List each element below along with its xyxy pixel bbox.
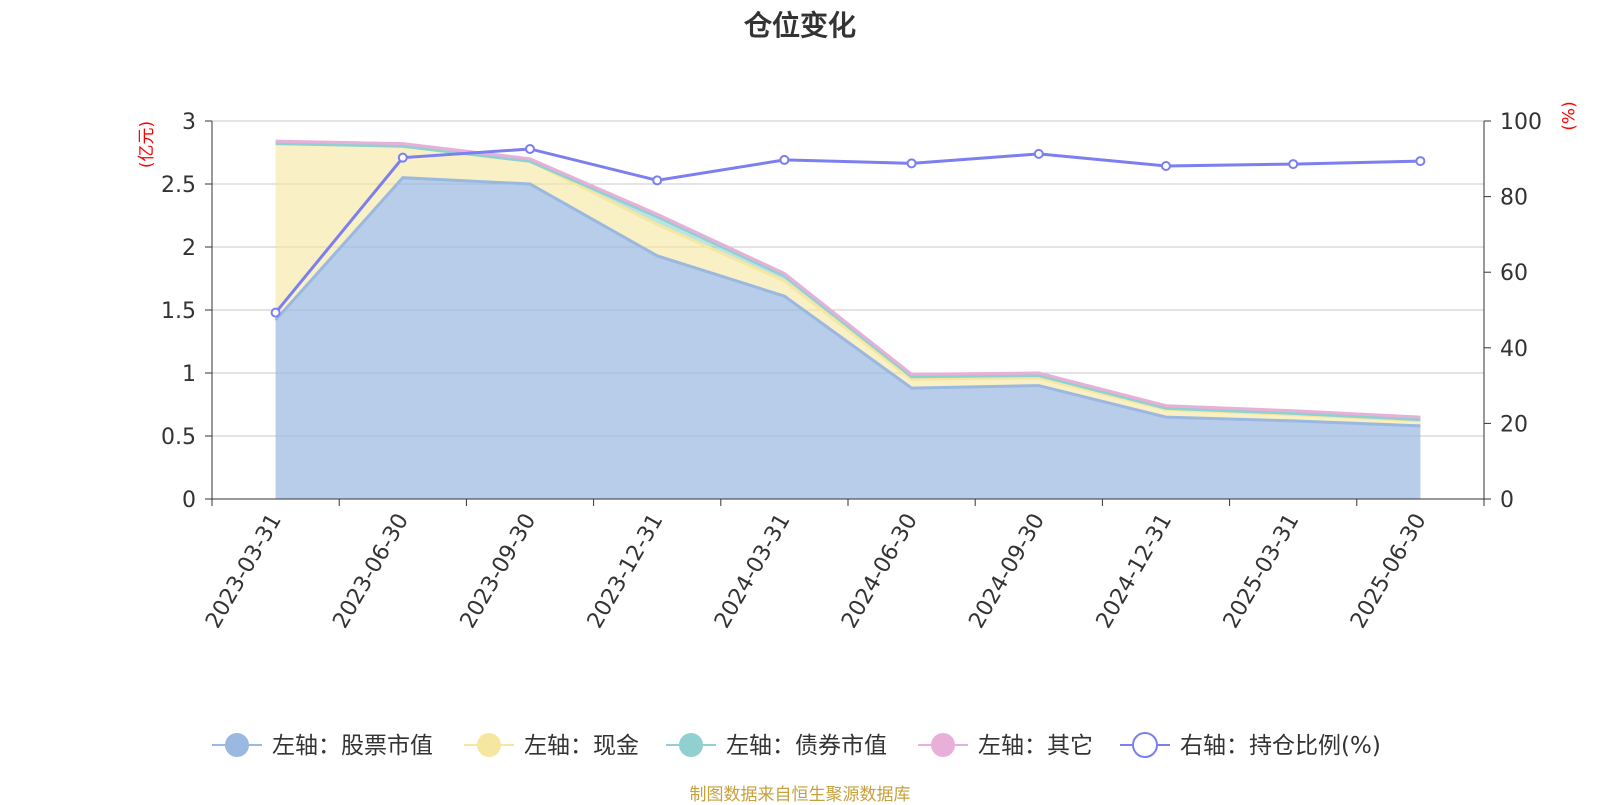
legend-marker <box>477 733 501 757</box>
ratio-point <box>906 158 917 169</box>
x-tick-label: 2024-06-30 <box>837 510 923 633</box>
ratio-point <box>779 154 790 165</box>
right-tick-label: 0 <box>1500 488 1514 513</box>
ratio-point <box>1161 160 1171 171</box>
legend-item: 左轴：现金 <box>464 733 639 759</box>
ratio-point <box>1033 148 1044 159</box>
x-tick-label: 2023-06-30 <box>328 510 414 633</box>
x-tick-label: 2024-12-31 <box>1092 510 1178 633</box>
ratio-point <box>1415 156 1426 167</box>
right-tick-label: 20 <box>1500 412 1528 437</box>
right-tick-label: 60 <box>1500 261 1528 286</box>
line-ratio <box>274 147 1421 314</box>
area-stock <box>275 177 1421 499</box>
legend-marker <box>225 733 249 757</box>
right-tick-label: 80 <box>1500 186 1528 211</box>
left-tick-label: 0.5 <box>161 425 196 450</box>
legend-label: 左轴：其它 <box>978 733 1093 759</box>
legend-label: 左轴：股票市值 <box>272 733 433 759</box>
legend-label: 右轴：持仓比例(%) <box>1180 733 1381 759</box>
line-stock <box>274 176 1421 428</box>
x-tick-label: 2023-03-31 <box>201 510 287 633</box>
ratio-point <box>652 175 663 186</box>
ratio-point <box>1288 159 1299 170</box>
left-tick-label: 2.5 <box>161 173 196 198</box>
right-tick-label: 100 <box>1500 110 1542 135</box>
left-tick-label: 3 <box>182 110 196 135</box>
left-tick-label: 0 <box>182 488 196 513</box>
line-other <box>275 139 1421 419</box>
ratio-point <box>270 307 281 318</box>
right-tick-label: 40 <box>1500 337 1528 362</box>
legend-marker <box>931 733 955 757</box>
legend-item: 左轴：其它 <box>918 733 1093 759</box>
legend-item: 左轴：股票市值 <box>212 733 433 759</box>
legend-label: 左轴：债券市值 <box>726 733 887 759</box>
left-tick-label: 1 <box>182 362 196 387</box>
legend-marker <box>1132 732 1158 758</box>
ratio-point <box>525 143 535 154</box>
x-tick-label: 2024-03-31 <box>710 510 796 633</box>
left-tick-label: 2 <box>182 236 196 261</box>
ratio-point <box>397 152 408 163</box>
x-tick-label: 2025-06-30 <box>1346 510 1432 633</box>
legend-marker <box>679 733 703 757</box>
legend-item: 左轴：债券市值 <box>666 733 887 759</box>
source-note: 制图数据来自恒生聚源数据库 <box>689 785 911 805</box>
legend-label: 左轴：现金 <box>524 733 639 759</box>
x-tick-label: 2024-09-30 <box>964 510 1050 633</box>
x-tick-label: 2023-09-30 <box>456 510 542 633</box>
legend-item: 右轴：持仓比例(%) <box>1120 732 1381 759</box>
left-tick-label: 1.5 <box>161 299 196 324</box>
chart-title: 仓位变化 <box>743 9 856 42</box>
x-tick-label: 2025-03-31 <box>1219 510 1305 633</box>
x-tick-label: 2023-12-31 <box>583 510 669 633</box>
